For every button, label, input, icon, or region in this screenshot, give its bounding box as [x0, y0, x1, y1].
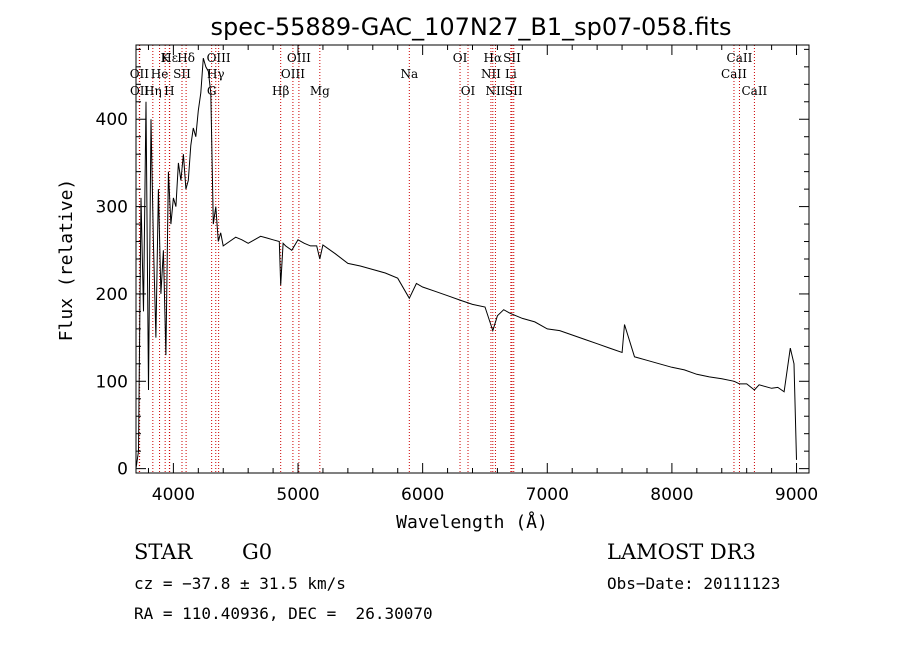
- spectral-line-label: CaII: [727, 51, 753, 65]
- spectral-line-label: OIII: [281, 67, 305, 81]
- spectral-line-label: H: [164, 84, 174, 98]
- x-axis-label: Wavelength (Å): [396, 511, 548, 533]
- spectral-line-label: CaII: [721, 67, 747, 81]
- spectral-line-label: G: [207, 84, 217, 98]
- x-tick-label: 9000: [775, 485, 818, 505]
- spectral-line-label: OIII: [287, 51, 311, 65]
- ra-dec-coords: RA = 110.40936, DEC = 26.30070: [134, 604, 433, 623]
- spectral-line-label: He: [151, 67, 169, 81]
- y-axis-ticks: 0 100 200 300 400: [96, 48, 809, 480]
- spectral-line-label: K: [161, 51, 171, 65]
- object-subclass: G0: [242, 540, 273, 564]
- y-tick-label: 400: [96, 110, 128, 130]
- spectral-line-label: Hγ: [207, 67, 225, 81]
- spectrum-line: [135, 57, 797, 469]
- plot-frame: [135, 44, 810, 474]
- x-tick-label: 5000: [276, 485, 319, 505]
- spectral-line-label: Hη: [144, 84, 162, 98]
- spectral-line-label: Hβ: [272, 84, 289, 98]
- spectral-line-label: SII: [173, 67, 191, 81]
- x-tick-label: 4000: [152, 485, 195, 505]
- y-tick-label: 100: [96, 372, 128, 392]
- x-tick-label: 6000: [401, 485, 444, 505]
- survey-name: LAMOST DR3: [607, 540, 756, 564]
- spectral-line-label: Li: [505, 67, 517, 81]
- spectral-line-label: SII: [505, 84, 523, 98]
- obs-date: Obs−Date: 20111123: [607, 574, 781, 593]
- spectral-line-label: OII: [130, 84, 150, 98]
- spectral-line-markers: [138, 45, 755, 473]
- x-tick-label: 7000: [526, 485, 569, 505]
- spectral-line-label: NII: [485, 84, 505, 98]
- y-tick-label: 0: [117, 460, 128, 480]
- chart-title: spec-55889-GAC_107N27_B1_sp07-058.fits: [210, 13, 731, 41]
- spectral-line-label: OII: [130, 67, 150, 81]
- spectral-line-label: Hα: [484, 51, 503, 65]
- spectral-line-label: OI: [453, 51, 468, 65]
- spectral-line-label: CaII: [741, 84, 767, 98]
- spectral-line-label: OI: [461, 84, 476, 98]
- spectral-line-label: NII: [481, 67, 501, 81]
- x-axis-ticks: 4000 5000 6000 7000 8000 9000: [147, 45, 818, 505]
- spectral-line-label: Mg: [310, 84, 330, 98]
- spectral-line-label: SII: [503, 51, 521, 65]
- spectral-line-label: OIII: [207, 51, 231, 65]
- redshift-cz: cz = −37.8 ± 31.5 km/s: [134, 574, 346, 593]
- y-tick-label: 200: [96, 285, 128, 305]
- y-tick-label: 300: [96, 198, 128, 218]
- spectral-line-label: Hδ: [177, 51, 195, 65]
- object-class: STAR: [134, 540, 193, 564]
- x-tick-label: 8000: [650, 485, 693, 505]
- y-axis-label: Flux (relative): [56, 179, 77, 342]
- spectral-line-label: Na: [400, 67, 418, 81]
